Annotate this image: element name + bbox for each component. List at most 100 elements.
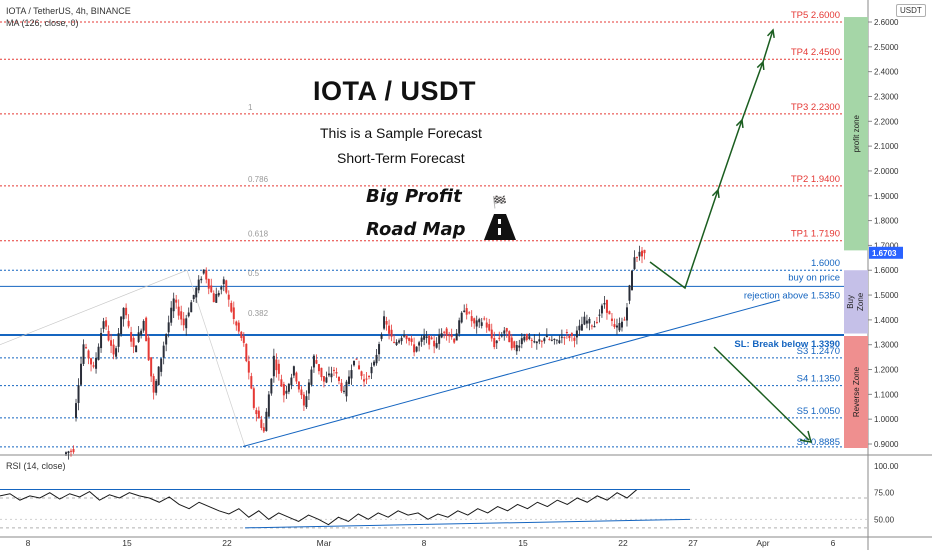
candle-body	[625, 307, 628, 321]
candle-body	[95, 357, 98, 369]
candle-body	[525, 333, 528, 340]
candle-body	[175, 299, 178, 303]
ma-legend: MA (126, close, 0)	[6, 18, 79, 28]
candle-body	[493, 338, 496, 348]
candle-body	[593, 326, 596, 328]
candle-body	[603, 303, 606, 305]
candle-body	[167, 322, 170, 333]
rsi-tick-label: 75.00	[874, 489, 895, 498]
rsi-support	[244, 518, 691, 529]
candle-body	[385, 321, 388, 325]
level-label: S5 1.0050	[797, 406, 840, 417]
candle-body	[310, 369, 313, 385]
arrow-head	[735, 118, 744, 129]
trendline	[242, 299, 781, 447]
candle-body	[312, 355, 315, 368]
candle-body	[285, 390, 288, 394]
candle-body	[548, 339, 551, 341]
candle-body	[230, 302, 233, 312]
arrow-head	[711, 188, 720, 199]
zone-label-buy-2: Zone	[856, 292, 865, 311]
candle-body	[518, 345, 521, 348]
y-tick-label: 1.2000	[874, 366, 899, 375]
current-price-tag	[869, 246, 903, 259]
candle-body	[393, 341, 396, 343]
candle-body	[105, 320, 108, 327]
candle-body	[140, 330, 143, 335]
level-label: S3 1.2470	[797, 346, 840, 357]
x-tick-label: 22	[222, 538, 232, 548]
candle-body	[641, 250, 644, 257]
symbol-legend: IOTA / TetherUS, 4h, BINANCE	[6, 6, 131, 16]
candle-body	[260, 419, 263, 428]
candle-body	[137, 332, 140, 342]
level-label: buy on price	[788, 272, 840, 283]
candle-body	[267, 394, 270, 417]
candle-body	[77, 385, 80, 403]
candle-body	[463, 310, 466, 313]
candle-body	[325, 377, 328, 383]
candle-body	[297, 381, 300, 390]
candle-body	[252, 388, 255, 408]
candle-body	[330, 373, 333, 378]
candle-body	[70, 450, 73, 452]
fib-label: 0.5	[248, 269, 260, 278]
candle-body	[97, 346, 100, 360]
candle-body	[270, 378, 273, 394]
y-tick-label: 1.1000	[874, 390, 899, 399]
candle-body	[398, 340, 401, 343]
checkered-flag-icon: 🏁	[492, 195, 507, 209]
candle-body	[305, 396, 308, 408]
y-tick-label: 1.4000	[874, 316, 899, 325]
candle-body	[317, 364, 320, 372]
zone-1	[844, 270, 868, 334]
candle-body	[190, 302, 193, 313]
candle-body	[112, 344, 115, 355]
candle-body	[608, 311, 611, 315]
candle-body	[475, 320, 478, 327]
current-price-label: 1.6703	[872, 249, 897, 258]
x-tick-label: 6	[831, 538, 836, 548]
candle-body	[110, 340, 113, 346]
candle-body	[470, 316, 473, 322]
road-map-text: Road Map	[366, 219, 466, 240]
candle-body	[102, 321, 105, 329]
x-tick-label: 15	[518, 538, 528, 548]
candle-body	[373, 361, 376, 366]
candle-body	[257, 410, 260, 419]
candle-body	[72, 449, 75, 453]
candle-body	[533, 341, 536, 343]
candle-body	[90, 358, 93, 365]
fib-anchor-line	[0, 269, 188, 346]
rsi-tick-label: 50.00	[874, 515, 895, 524]
candle-body	[555, 339, 558, 341]
candle-body	[75, 403, 78, 418]
candle-body	[100, 332, 103, 349]
candle-body	[415, 346, 418, 352]
rsi-tick-label: 100.00	[874, 462, 899, 471]
candle-body	[240, 331, 243, 339]
candle-body	[620, 321, 623, 328]
candle-body	[623, 319, 626, 321]
level-label: S6 0.8885	[797, 437, 840, 448]
candle-body	[638, 251, 641, 257]
y-tick-label: 1.9000	[874, 192, 899, 201]
y-tick-label: 1.6000	[874, 266, 899, 275]
candle-body	[360, 371, 363, 376]
candle-body	[465, 308, 468, 315]
candle-body	[428, 335, 431, 345]
candle-body	[247, 361, 250, 373]
candle-body	[423, 335, 426, 340]
candle-body	[335, 371, 338, 374]
candle-body	[643, 249, 646, 254]
candle-body	[292, 366, 295, 376]
currency-badge[interactable]: USDT	[896, 4, 926, 17]
candle-body	[418, 342, 421, 346]
level-label: TP1 1.7190	[791, 229, 840, 240]
candle-body	[565, 332, 568, 334]
candle-body	[322, 376, 325, 382]
candle-body	[605, 299, 608, 313]
candle-body	[225, 280, 228, 293]
level-label: TP5 2.6000	[791, 10, 840, 21]
